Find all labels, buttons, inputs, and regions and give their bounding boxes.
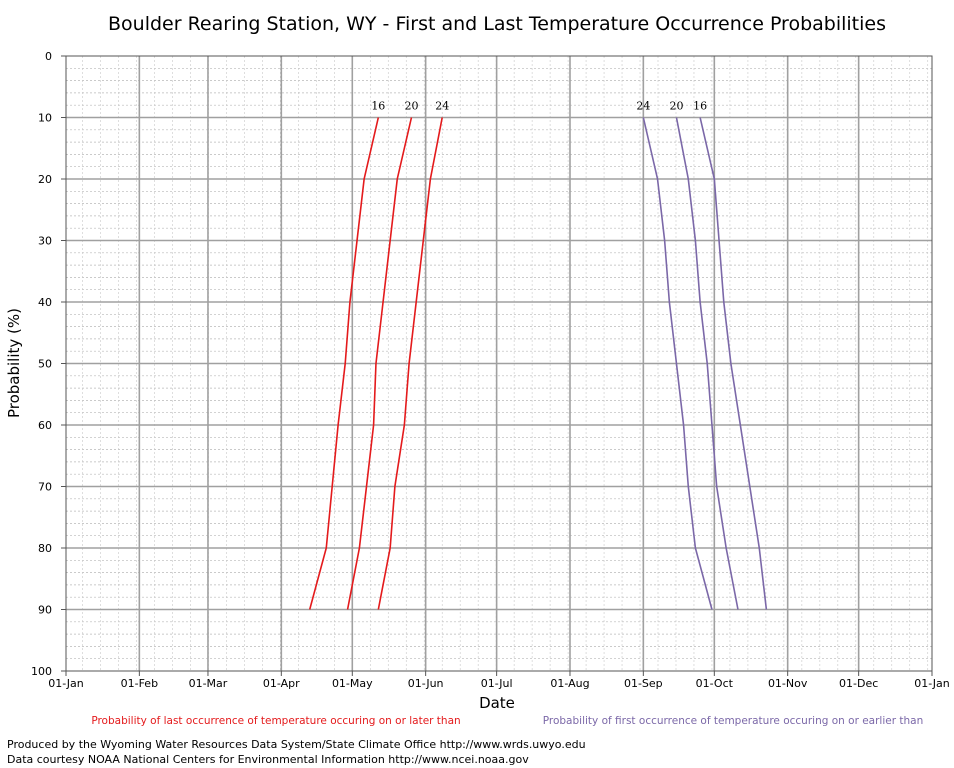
legend-first-occurrence: Probability of first occurrence of tempe… bbox=[543, 715, 924, 727]
y-tick-label: 50 bbox=[38, 358, 52, 371]
series-label: 20 bbox=[669, 100, 683, 113]
y-tick-label: 40 bbox=[38, 296, 52, 309]
series-line-first-24 bbox=[642, 117, 713, 610]
x-axis-label: Date bbox=[479, 694, 515, 712]
y-tick-label: 60 bbox=[38, 419, 52, 432]
series-label: 20 bbox=[404, 100, 418, 113]
y-tick-label: 70 bbox=[38, 481, 52, 494]
y-tick-label: 0 bbox=[45, 50, 52, 63]
x-tick-label: 01-Sep bbox=[624, 677, 663, 690]
x-tick-label: 01-Dec bbox=[839, 677, 878, 690]
x-tick-label: 01-Oct bbox=[696, 677, 734, 690]
x-axis-ticks: 01-Jan 01-Feb 01-Mar 01-Apr 01-May 01-Jun 01-J… bbox=[48, 671, 950, 690]
series-line-last-16 bbox=[308, 117, 380, 610]
x-tick-label: 01-Jun bbox=[408, 677, 444, 690]
y-tick-label: 90 bbox=[38, 604, 52, 617]
y-tick-label: 10 bbox=[38, 112, 52, 125]
chart-title: Boulder Rearing Station, WY - First and … bbox=[108, 13, 886, 35]
x-tick-label: 01-Jan bbox=[48, 677, 84, 690]
x-tick-label: 01-May bbox=[332, 677, 373, 690]
grid bbox=[66, 56, 932, 671]
x-tick-label: 01-Aug bbox=[550, 677, 589, 690]
series-label: 16 bbox=[693, 100, 707, 113]
x-tick-label: 01-Nov bbox=[768, 677, 808, 690]
y-tick-label: 80 bbox=[38, 542, 52, 555]
y-tick-label: 20 bbox=[38, 173, 52, 186]
credit-produced-by: Produced by the Wyoming Water Resources … bbox=[7, 738, 586, 751]
series-line-first-16 bbox=[699, 117, 768, 610]
series-line-last-20 bbox=[346, 117, 413, 610]
series-line-first-20 bbox=[675, 117, 739, 610]
series-layer: 16 20 24 24 20 16 bbox=[308, 100, 768, 610]
x-tick-label: 01-Feb bbox=[121, 677, 158, 690]
credit-data-source: Data courtesy NOAA National Centers for … bbox=[7, 753, 529, 766]
series-line-last-24 bbox=[377, 117, 443, 610]
legend-last-occurrence: Probability of last occurrence of temper… bbox=[91, 715, 460, 727]
y-axis-label: Probability (%) bbox=[5, 308, 23, 418]
x-tick-label: 01-Jul bbox=[481, 677, 513, 690]
y-tick-label: 30 bbox=[38, 235, 52, 248]
series-label: 24 bbox=[636, 100, 650, 113]
y-axis-ticks: 0 10 20 30 40 50 60 70 80 90 100 bbox=[31, 50, 66, 678]
x-tick-label: 01-Apr bbox=[263, 677, 300, 690]
x-tick-label: 01-Jan bbox=[914, 677, 950, 690]
y-tick-label: 100 bbox=[31, 665, 52, 678]
series-label: 16 bbox=[371, 100, 385, 113]
series-label: 24 bbox=[435, 100, 449, 113]
x-tick-label: 01-Mar bbox=[189, 677, 228, 690]
